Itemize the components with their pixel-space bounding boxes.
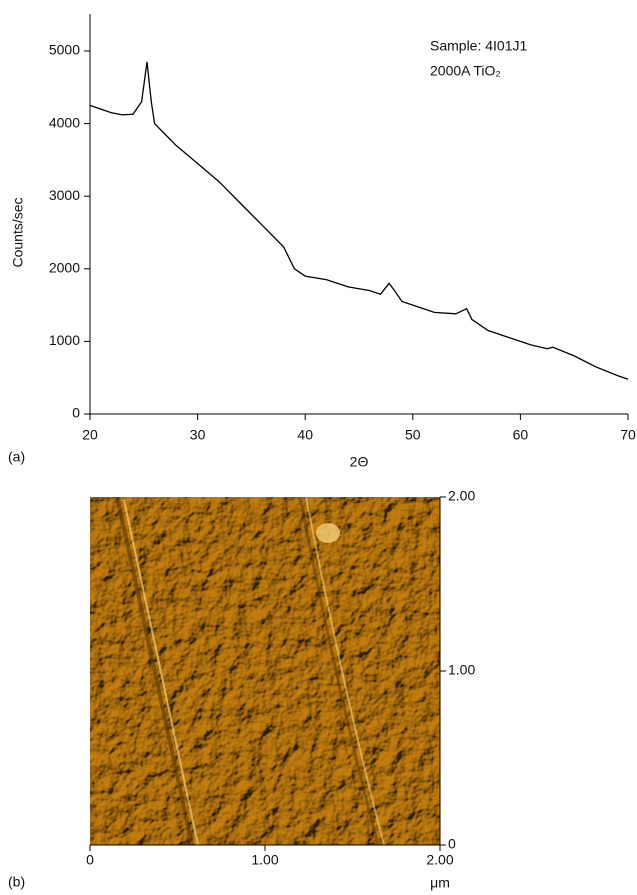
y-tick-label: 4000 bbox=[49, 114, 80, 130]
y-tick-label: 0 bbox=[72, 405, 80, 421]
panel-label: (b) bbox=[8, 874, 25, 890]
annotation: Sample: 4I01J1 bbox=[430, 38, 527, 54]
x-tick-label: 60 bbox=[513, 427, 529, 443]
x-tick-label: 50 bbox=[405, 427, 421, 443]
panel-label: (a) bbox=[8, 449, 25, 465]
x-tick-label: 1.00 bbox=[251, 852, 278, 868]
afm-image bbox=[90, 496, 440, 846]
x-axis-label: 2Θ bbox=[350, 454, 369, 470]
y-tick-label: 3000 bbox=[49, 187, 80, 203]
x-tick-label: 20 bbox=[82, 427, 98, 443]
x-tick-label: 40 bbox=[297, 427, 313, 443]
x-tick-label: 0 bbox=[86, 852, 94, 868]
y2-tick-label: 2.00 bbox=[448, 488, 475, 504]
x-axis-label: μm bbox=[430, 875, 450, 891]
y2-tick-label: 1.00 bbox=[448, 662, 475, 678]
y-tick-label: 2000 bbox=[49, 260, 80, 276]
y-axis-label: Counts/sec bbox=[10, 197, 26, 267]
x-tick-label: 2.00 bbox=[426, 852, 453, 868]
annotation: 2000A TiO₂ bbox=[430, 63, 501, 79]
y-tick-label: 5000 bbox=[49, 42, 80, 58]
y2-tick-label: 0 bbox=[448, 836, 456, 852]
x-tick-label: 30 bbox=[190, 427, 206, 443]
data-line bbox=[89, 61, 629, 380]
x-tick-label: 70 bbox=[620, 427, 636, 443]
y-tick-label: 1000 bbox=[49, 332, 80, 348]
